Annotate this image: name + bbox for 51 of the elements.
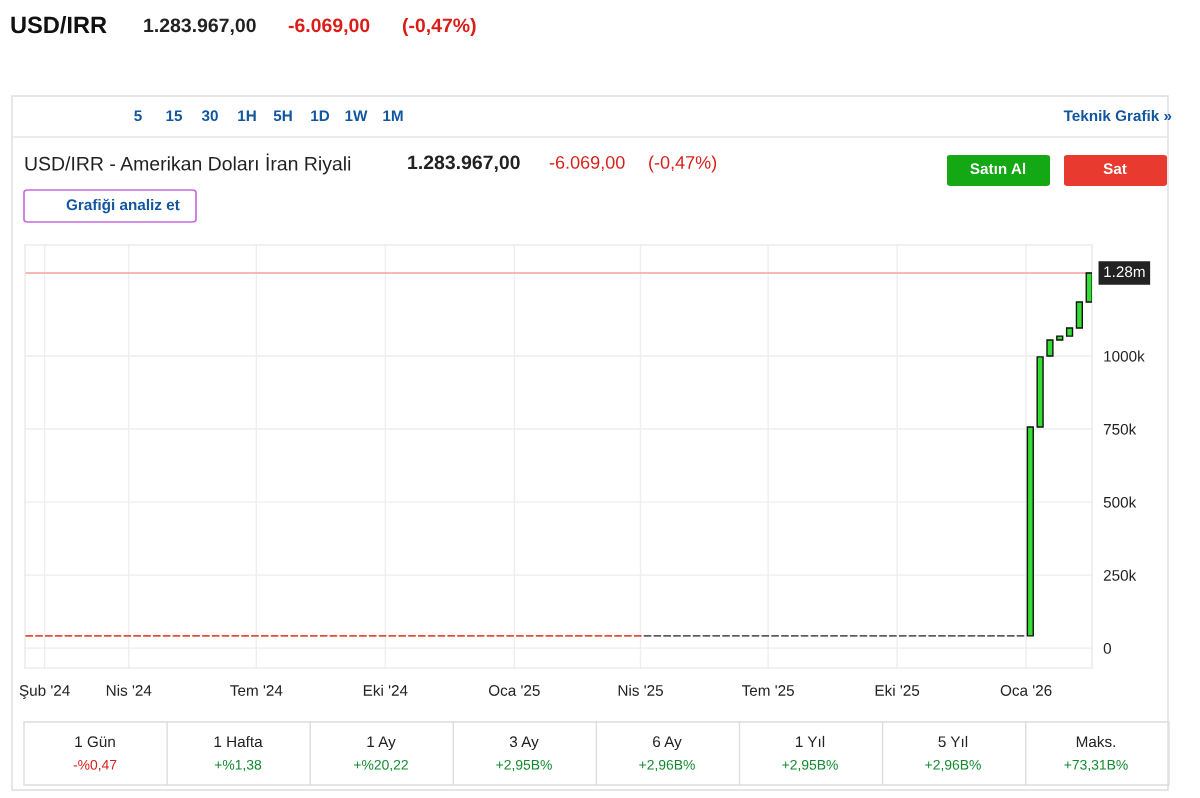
x-tick-label: Nis '25 <box>618 684 663 696</box>
x-tick-label: Eki '24 <box>363 684 408 696</box>
text: 1 Ay <box>367 736 396 751</box>
x-tick-label: Tem '25 <box>741 685 794 696</box>
text: Grafiği analiz et <box>66 198 180 214</box>
text: 1 Hafta <box>214 735 263 748</box>
text: -%0,47 <box>73 759 117 772</box>
y-tick-label: 1000k <box>1104 350 1145 362</box>
text: 5H <box>273 110 292 122</box>
x-tick-label: Oca '25 <box>488 685 540 696</box>
y-tick-label: 250k <box>1103 569 1137 581</box>
y-tick-label: 0 <box>1103 643 1112 654</box>
text: 15 <box>166 110 183 122</box>
text: 6 Ay <box>653 736 682 751</box>
text: -6.069,00 <box>549 156 625 171</box>
chart-title: USD/IRR - Amerikan Doları İran Riyali <box>25 153 351 175</box>
x-tick-label: Eki '25 <box>875 684 920 696</box>
text: +2,96B% <box>639 759 695 772</box>
ref-line-label: 1.28m <box>1104 266 1145 278</box>
text: -6.069,00 <box>288 18 370 36</box>
text: (-0,47%) <box>649 155 717 173</box>
text: +2,96B% <box>925 759 981 772</box>
text: +%1,38 <box>214 759 262 772</box>
text: 1H <box>238 110 256 121</box>
text: USD/IRR <box>11 16 107 34</box>
x-tick-label: Oca '26 <box>1000 685 1052 696</box>
text: Teknik Grafik » <box>1063 109 1172 122</box>
text: 1D <box>311 110 330 121</box>
text: +73,31B% <box>1064 759 1128 772</box>
text: 1.283.967,00 <box>408 155 520 173</box>
x-tick-label: Tem '24 <box>230 685 283 696</box>
text: 1 Gün <box>75 736 115 748</box>
text: 5 Yıl <box>938 735 968 748</box>
text: (-0,47%) <box>402 17 476 37</box>
text: 1 Yıl <box>796 735 825 747</box>
text: Sat <box>1103 163 1127 175</box>
text: +2,95B% <box>782 759 838 772</box>
text: +%20,22 <box>354 759 408 772</box>
text: 1W <box>345 110 368 121</box>
text: 1.283.967,00 <box>144 18 256 36</box>
text: Maks. <box>1076 735 1115 748</box>
text: 3 Ay <box>509 736 539 751</box>
text: 5 <box>134 110 142 122</box>
text: +2,95B% <box>496 759 552 772</box>
text: Satın Al <box>970 162 1026 175</box>
text: 1M <box>383 110 403 121</box>
text: 30 <box>201 110 218 122</box>
y-tick-label: 750k <box>1103 423 1137 435</box>
x-tick-label: Nis '24 <box>106 684 152 696</box>
x-tick-label: Şub '24 <box>19 684 70 699</box>
y-tick-label: 500k <box>1103 496 1137 508</box>
